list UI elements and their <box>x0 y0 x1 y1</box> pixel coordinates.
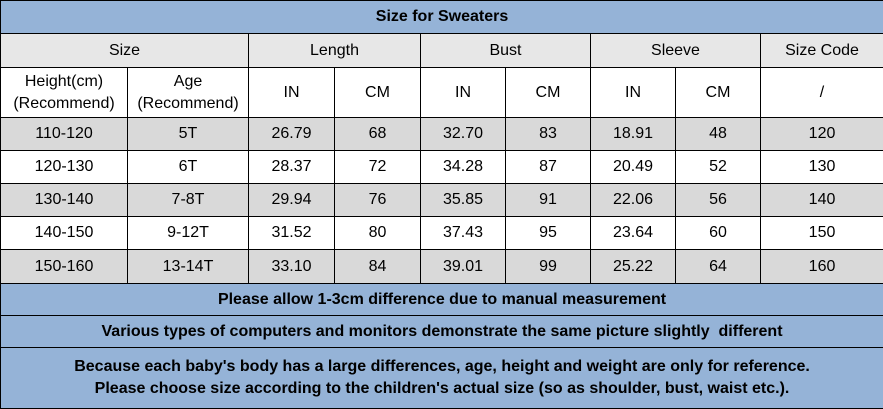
table-cell: 64 <box>675 249 761 284</box>
table-cell: 87 <box>505 150 591 184</box>
table-cell: 140 <box>759 183 883 217</box>
note: Because each baby's body has a large dif… <box>0 347 883 409</box>
sub-header: Height(cm) (Recommend) <box>0 67 128 118</box>
table-cell: 9-12T <box>127 216 249 250</box>
table-cell: 160 <box>759 249 883 284</box>
sub-header: CM <box>505 67 591 118</box>
sub-header: IN <box>248 67 335 118</box>
group-header: Bust <box>420 33 591 68</box>
table-row: 140-150 9-12T 31.52 80 37.43 95 23.64 60 150 <box>0 216 883 250</box>
table-row: Because each baby's body has a large dif… <box>0 347 883 409</box>
table-cell: 23.64 <box>590 216 676 250</box>
table-row: Size for Sweaters <box>0 0 883 34</box>
table-cell: 32.70 <box>420 117 506 151</box>
table-cell: 39.01 <box>420 249 506 284</box>
table-cell: 56 <box>675 183 761 217</box>
table-cell: 76 <box>334 183 421 217</box>
table-cell: 99 <box>505 249 591 284</box>
group-header: Size Code <box>759 33 883 68</box>
table-row: Various types of computers and monitors … <box>0 315 883 348</box>
table-cell: 28.37 <box>248 150 335 184</box>
sub-header: IN <box>420 67 506 118</box>
table-cell: 110-120 <box>0 117 128 151</box>
table-row: 150-160 13-14T 33.10 84 39.01 99 25.22 64 160 <box>0 249 883 284</box>
table-cell: 80 <box>334 216 421 250</box>
table-cell: 6T <box>127 150 249 184</box>
table-cell: 13-14T <box>127 249 249 284</box>
table-cell: 84 <box>334 249 421 284</box>
table-cell: 29.94 <box>248 183 335 217</box>
group-header: Sleeve <box>590 33 761 68</box>
table-row: 120-130 6T 28.37 72 34.28 87 20.49 52 130 <box>0 150 883 184</box>
table-cell: 25.22 <box>590 249 676 284</box>
table-cell: 26.79 <box>248 117 335 151</box>
group-header: Size <box>0 33 249 68</box>
note: Please allow 1-3cm difference due to man… <box>0 283 883 316</box>
table-title: Size for Sweaters <box>0 0 883 34</box>
table-row: Size Length Bust Sleeve Size Code <box>0 33 883 68</box>
table-cell: 120-130 <box>0 150 128 184</box>
table-cell: 68 <box>334 117 421 151</box>
table-cell: 37.43 <box>420 216 506 250</box>
table-cell: 35.85 <box>420 183 506 217</box>
table-cell: 18.91 <box>590 117 676 151</box>
sub-header: Age (Recommend) <box>127 67 249 118</box>
table-cell: 7-8T <box>127 183 249 217</box>
table-cell: 72 <box>334 150 421 184</box>
table-cell: 52 <box>675 150 761 184</box>
table-cell: 22.06 <box>590 183 676 217</box>
table-cell: 31.52 <box>248 216 335 250</box>
note: Various types of computers and monitors … <box>0 315 883 348</box>
table-cell: 140-150 <box>0 216 128 250</box>
table-cell: 48 <box>675 117 761 151</box>
table-cell: 83 <box>505 117 591 151</box>
table-cell: 60 <box>675 216 761 250</box>
sub-header: / <box>759 67 883 118</box>
table-cell: 130-140 <box>0 183 128 217</box>
table-cell: 150 <box>759 216 883 250</box>
table-cell: 91 <box>505 183 591 217</box>
table-cell: 120 <box>759 117 883 151</box>
table-cell: 150-160 <box>0 249 128 284</box>
table-cell: 130 <box>759 150 883 184</box>
table-cell: 5T <box>127 117 249 151</box>
table-row: 130-140 7-8T 29.94 76 35.85 91 22.06 56 140 <box>0 183 883 217</box>
sub-header: CM <box>334 67 421 118</box>
table-row: Height(cm) (Recommend) Age (Recommend) IN C… <box>0 67 883 118</box>
table-row: 110-120 5T 26.79 68 32.70 83 18.91 48 120 <box>0 117 883 151</box>
sub-header: CM <box>675 67 761 118</box>
group-header: Length <box>248 33 421 68</box>
table-cell: 34.28 <box>420 150 506 184</box>
sub-header: IN <box>590 67 676 118</box>
table-row: Please allow 1-3cm difference due to man… <box>0 283 883 316</box>
table-cell: 33.10 <box>248 249 335 284</box>
table-cell: 95 <box>505 216 591 250</box>
table-cell: 20.49 <box>590 150 676 184</box>
